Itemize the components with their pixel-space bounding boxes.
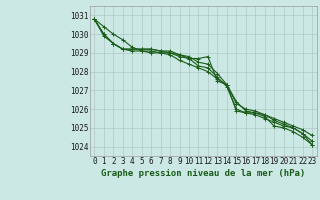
X-axis label: Graphe pression niveau de la mer (hPa): Graphe pression niveau de la mer (hPa) <box>101 169 305 178</box>
